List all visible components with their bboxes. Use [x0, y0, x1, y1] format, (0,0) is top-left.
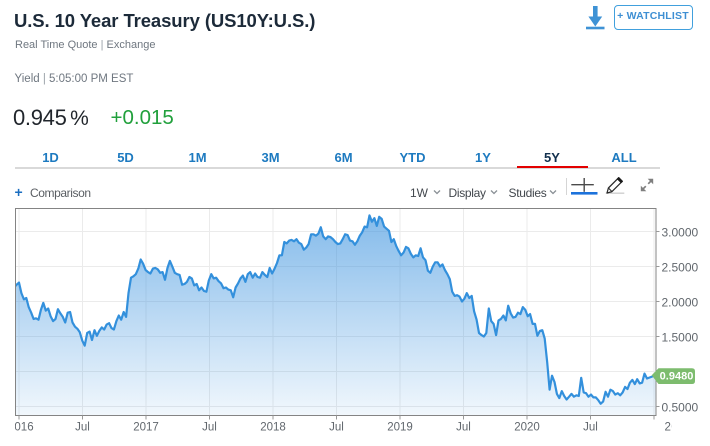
svg-text:20: 20	[665, 422, 678, 434]
svg-text:2.0000: 2.0000	[662, 296, 699, 310]
svg-text:2.5000: 2.5000	[662, 261, 699, 275]
svg-text:Jul: Jul	[456, 422, 471, 434]
svg-text:2018: 2018	[260, 422, 286, 434]
svg-text:Jul: Jul	[75, 422, 90, 434]
svg-text:016: 016	[15, 422, 34, 434]
svg-text:Jul: Jul	[329, 422, 344, 434]
svg-text:2020: 2020	[514, 422, 540, 434]
svg-text:3.0000: 3.0000	[662, 226, 699, 240]
svg-text:0.9480: 0.9480	[660, 371, 694, 383]
svg-text:2019: 2019	[387, 422, 413, 434]
svg-text:Jul: Jul	[202, 422, 217, 434]
svg-text:1.5000: 1.5000	[662, 331, 699, 345]
svg-text:0.5000: 0.5000	[662, 401, 699, 415]
svg-text:Jul: Jul	[583, 422, 598, 434]
svg-text:2017: 2017	[133, 422, 159, 434]
